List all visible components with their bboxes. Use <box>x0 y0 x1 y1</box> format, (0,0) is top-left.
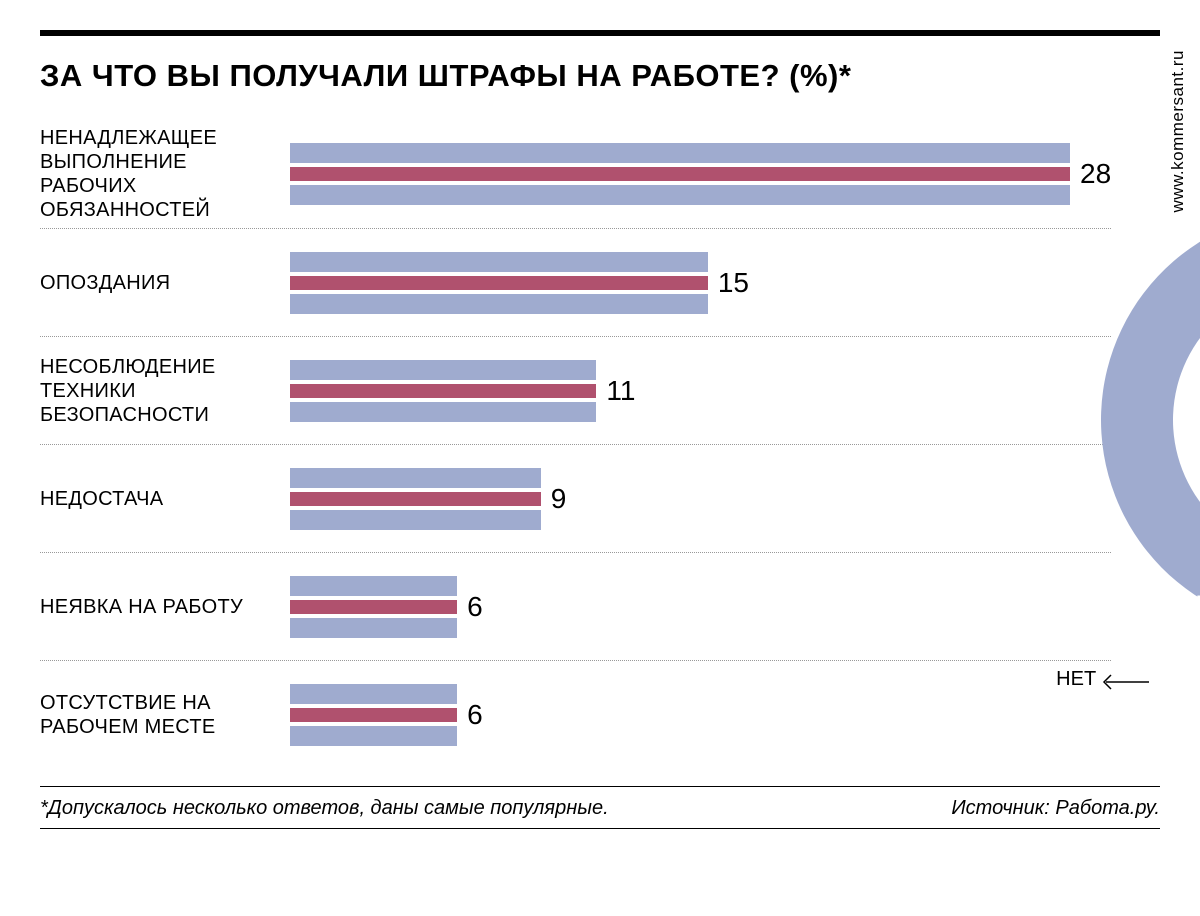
bar-chart: НЕНАДЛЕЖАЩЕЕ ВЫПОЛНЕНИЕ РАБОЧИХ ОБЯЗАННО… <box>40 120 1111 768</box>
bar-value: 6 <box>467 699 483 731</box>
bar <box>290 252 708 314</box>
bar-value: 9 <box>551 483 567 515</box>
bar-value: 11 <box>606 375 635 407</box>
bar-wrap: 28 <box>290 120 1111 228</box>
bar-wrap: 15 <box>290 229 1111 336</box>
bar-value: 28 <box>1080 158 1111 190</box>
footer: *Допускалось несколько ответов, даны сам… <box>40 786 1160 829</box>
bar-row: НЕЯВКА НА РАБОТУ 6 <box>40 552 1111 660</box>
bar-wrap: 6 <box>290 553 1111 660</box>
donut-chart: ДА 22 78 ПОЛУЧАЛИ ЛИ ВЫ ДЕНЕЖНЫЕ ШТРАФЫ … <box>1111 120 1160 768</box>
source-text: Источник: Работа.ру. <box>951 797 1160 820</box>
bar-label: НЕНАДЛЕЖАЩЕЕ ВЫПОЛНЕНИЕ РАБОЧИХ ОБЯЗАННО… <box>40 126 290 222</box>
page-title: ЗА ЧТО ВЫ ПОЛУЧАЛИ ШТРАФЫ НА РАБОТЕ? (%)… <box>40 58 1160 94</box>
top-rule <box>40 30 1160 36</box>
bar-value: 15 <box>718 267 749 299</box>
bar-row: НЕСОБЛЮДЕНИЕ ТЕХНИКИ БЕЗОПАСНОСТИ 11 <box>40 336 1111 444</box>
bar <box>290 684 457 746</box>
donut-no-segment <box>1101 210 1200 630</box>
bar-wrap: 6 <box>290 661 1111 768</box>
bar <box>290 468 541 530</box>
bar-label: ОПОЗДАНИЯ <box>40 271 290 295</box>
bar-wrap: 11 <box>290 337 1111 444</box>
bar <box>290 143 1070 205</box>
content-area: НЕНАДЛЕЖАЩЕЕ ВЫПОЛНЕНИЕ РАБОЧИХ ОБЯЗАННО… <box>40 120 1160 768</box>
bar-row: НЕДОСТАЧА 9 <box>40 444 1111 552</box>
bar-label: НЕСОБЛЮДЕНИЕ ТЕХНИКИ БЕЗОПАСНОСТИ <box>40 355 290 427</box>
arrow-icon <box>1101 670 1156 700</box>
bar-row: ОТСУТСТВИЕ НА РАБОЧЕМ МЕСТЕ 6 <box>40 660 1111 768</box>
bar <box>290 360 596 422</box>
bar-wrap: 9 <box>290 445 1111 552</box>
bar-row: НЕНАДЛЕЖАЩЕЕ ВЫПОЛНЕНИЕ РАБОЧИХ ОБЯЗАННО… <box>40 120 1111 228</box>
donut-no-value: 78 <box>1196 590 1200 624</box>
bar-label: НЕЯВКА НА РАБОТУ <box>40 595 290 619</box>
donut-svg <box>1081 190 1200 650</box>
bar-label: НЕДОСТАЧА <box>40 487 290 511</box>
footnote-text: *Допускалось несколько ответов, даны сам… <box>40 797 609 820</box>
bar-value: 6 <box>467 591 483 623</box>
bar <box>290 576 457 638</box>
watermark: www.kommersant.ru <box>1168 50 1188 212</box>
bar-row: ОПОЗДАНИЯ 15 <box>40 228 1111 336</box>
donut-no-label: НЕТ <box>1056 668 1096 691</box>
bar-label: ОТСУТСТВИЕ НА РАБОЧЕМ МЕСТЕ <box>40 691 290 739</box>
